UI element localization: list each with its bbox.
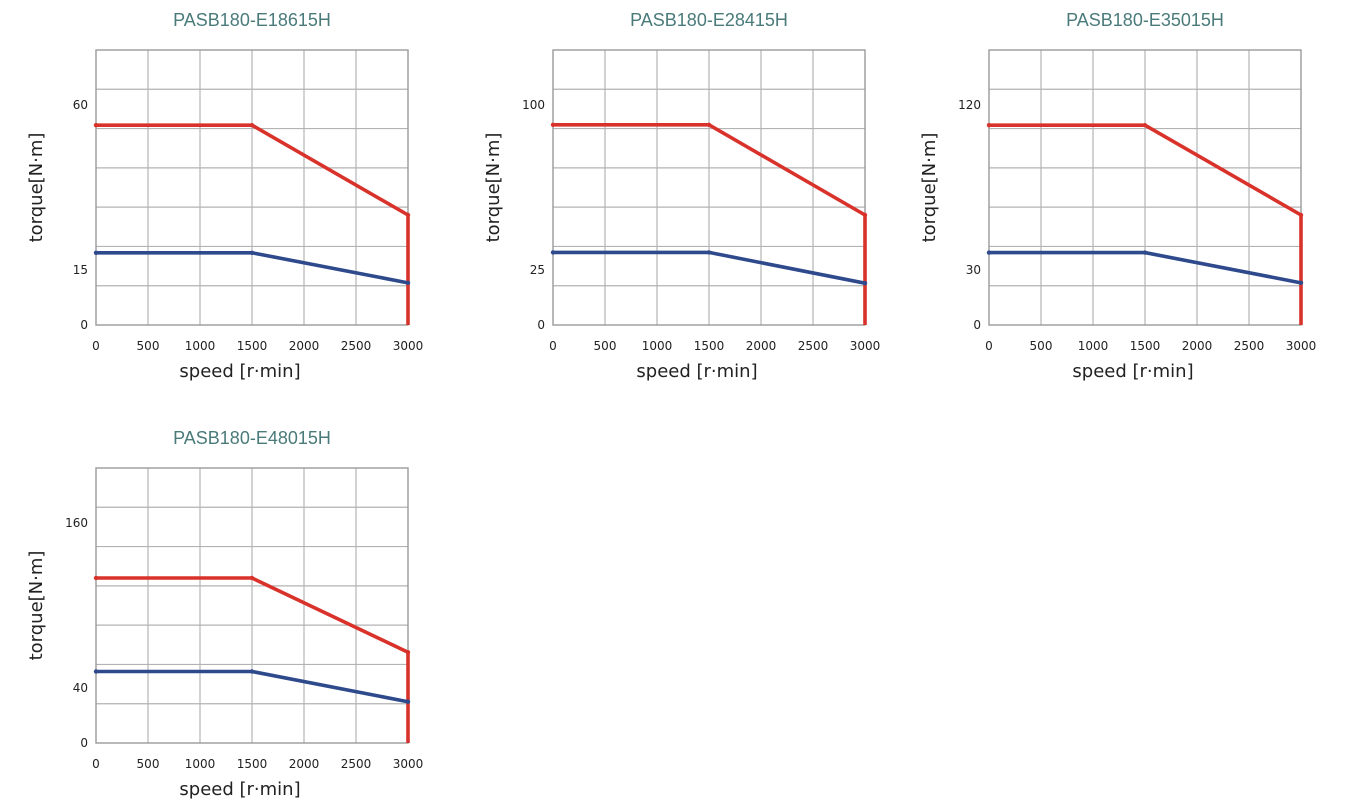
torque-chart-e18615h: PASB180-E18615H 0 500 1000 1500 2000 2500 3000 0… <box>0 0 440 386</box>
x-tick-label: 1500 <box>237 339 268 353</box>
peak-torque-point <box>249 122 255 128</box>
x-tick-label: 500 <box>594 339 617 353</box>
y-axis-label: torque[N·m] <box>26 133 47 243</box>
y-tick-label: 0 <box>537 318 545 332</box>
y-tick-label: 15 <box>73 263 88 277</box>
peak-torque-point <box>1298 212 1304 218</box>
continuous-torque-point <box>706 250 712 255</box>
peak-torque-point <box>249 575 255 581</box>
x-tick-label: 2500 <box>798 339 829 353</box>
x-tick-label: 3000 <box>393 339 424 353</box>
torque-chart-e48015h: PASB180-E48015H 0 500 1000 1500 2000 2500 3000 0… <box>0 418 440 804</box>
x-tick-label: 1000 <box>185 339 216 353</box>
y-axis-label: torque[N·m] <box>26 551 47 661</box>
x-tick-label: 2000 <box>289 757 320 771</box>
continuous-torque-point <box>862 281 868 286</box>
x-tick-label: 3000 <box>850 339 881 353</box>
x-tick-label: 2500 <box>341 339 372 353</box>
chart-svg: PASB180-E48015H 0 500 1000 1500 2000 2500 3000 0… <box>26 428 424 800</box>
plot-frame <box>95 467 409 744</box>
peak-torque-point <box>986 122 992 128</box>
y-tick-label: 0 <box>80 736 88 750</box>
y-tick-label: 0 <box>973 318 981 332</box>
peak-torque-line <box>553 123 867 325</box>
continuous-torque-point <box>1298 280 1304 286</box>
x-tick-label: 1500 <box>237 757 268 771</box>
peak-torque-line <box>96 576 410 743</box>
x-tick-label: 500 <box>137 339 160 353</box>
x-axis-label: speed [r·min] <box>636 361 757 382</box>
y-tick-label: 160 <box>65 516 88 530</box>
peak-torque-point <box>706 122 712 128</box>
peak-torque-point <box>862 212 868 218</box>
x-tick-label: 0 <box>92 757 100 771</box>
torque-chart-e35015h: PASB180-E35015H 0 500 1000 1500 2000 2500 3000 0… <box>893 0 1333 386</box>
peak-torque-point <box>550 122 556 128</box>
torque-chart-e28415h: PASB180-E28415H 0 500 1000 1500 2000 2500 3000 0… <box>457 0 897 386</box>
y-axis-label: torque[N·m] <box>919 133 940 243</box>
chart-svg: PASB180-E35015H 0 500 1000 1500 2000 2500 3000 0… <box>919 10 1317 382</box>
x-tick-label: 3000 <box>1286 339 1317 353</box>
x-tick-label: 2500 <box>341 757 372 771</box>
continuous-torque-point <box>986 250 992 255</box>
peak-torque-point <box>93 575 99 581</box>
peak-torque-line <box>96 123 410 325</box>
continuous-torque-point <box>249 669 255 674</box>
chart-title: PASB180-E28415H <box>630 10 788 30</box>
y-tick-label: 25 <box>530 263 545 277</box>
x-tick-label: 1500 <box>1130 339 1161 353</box>
x-tick-label: 1000 <box>1078 339 1109 353</box>
x-tick-label: 2000 <box>1182 339 1213 353</box>
peak-torque-point <box>1142 122 1148 128</box>
peak-torque-point <box>405 650 411 655</box>
plot-frame <box>988 49 1302 326</box>
chart-title: PASB180-E18615H <box>173 10 331 30</box>
x-tick-label: 1000 <box>185 757 216 771</box>
continuous-torque-point <box>550 250 556 255</box>
x-tick-label: 2000 <box>746 339 777 353</box>
x-tick-label: 1500 <box>694 339 725 353</box>
y-tick-label: 0 <box>80 318 88 332</box>
x-axis-label: speed [r·min] <box>179 361 300 382</box>
peak-torque-point <box>405 212 411 218</box>
continuous-torque-point <box>405 280 411 286</box>
y-tick-label: 100 <box>522 98 545 112</box>
chart-title: PASB180-E48015H <box>173 428 331 448</box>
y-tick-label: 120 <box>958 98 981 112</box>
continuous-torque-point <box>1142 250 1148 255</box>
y-tick-label: 60 <box>73 98 88 112</box>
y-axis-label: torque[N·m] <box>483 133 504 243</box>
plot-frame <box>95 49 409 326</box>
x-tick-label: 500 <box>137 757 160 771</box>
x-tick-label: 500 <box>1030 339 1053 353</box>
chart-svg: PASB180-E28415H 0 500 1000 1500 2000 2500 3000 0… <box>483 10 881 382</box>
x-axis-label: speed [r·min] <box>1072 361 1193 382</box>
x-tick-label: 0 <box>92 339 100 353</box>
chart-title: PASB180-E35015H <box>1066 10 1224 30</box>
continuous-torque-point <box>405 699 411 704</box>
peak-torque-point <box>93 122 99 128</box>
x-tick-label: 3000 <box>393 757 424 771</box>
peak-torque-line <box>989 123 1303 325</box>
y-tick-label: 40 <box>73 681 88 695</box>
continuous-torque-point <box>93 250 99 255</box>
y-tick-label: 30 <box>966 263 981 277</box>
plot-frame <box>552 49 866 326</box>
x-axis-label: speed [r·min] <box>179 779 300 800</box>
x-tick-label: 0 <box>985 339 993 353</box>
continuous-torque-point <box>93 669 99 674</box>
chart-svg: PASB180-E18615H 0 500 1000 1500 2000 2500 3000 0… <box>26 10 424 382</box>
x-tick-label: 2500 <box>1234 339 1265 353</box>
x-tick-label: 0 <box>549 339 557 353</box>
x-tick-label: 2000 <box>289 339 320 353</box>
continuous-torque-point <box>249 250 255 255</box>
x-tick-label: 1000 <box>642 339 673 353</box>
